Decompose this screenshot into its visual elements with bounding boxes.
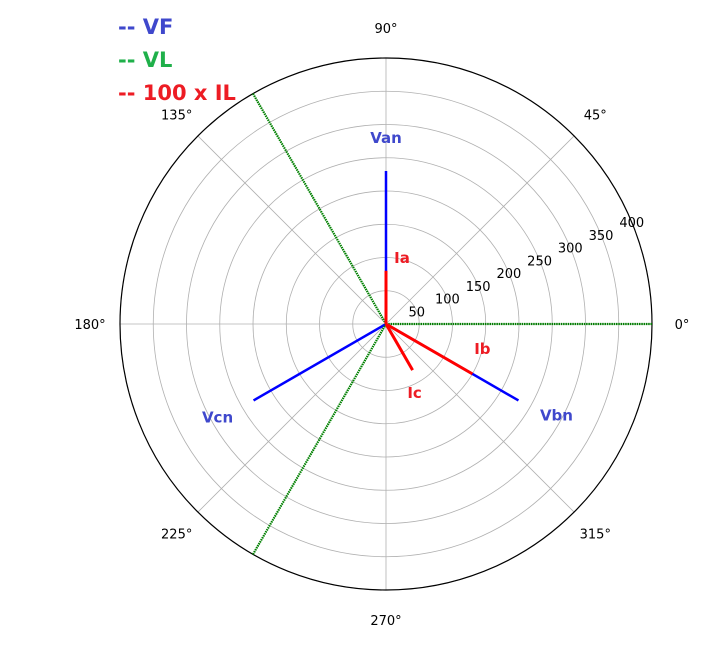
angular-gridline [385,323,575,513]
legend-il: -- 100 x IL [118,81,236,105]
legend-vl: -- VL [118,48,173,72]
radial-tick-label: 100 [435,293,460,308]
phasor-label-ia: Ia [394,249,410,267]
phasor-label-vcn: Vcn [202,408,233,426]
angle-tick-label: 180° [74,318,105,333]
angular-gridline [197,135,387,325]
radial-tick-label: 350 [589,229,614,244]
phasor-vf [252,322,387,402]
angle-tick-label: 45° [584,109,607,124]
radial-tick-label: 300 [558,242,583,257]
angle-tick-label: 90° [374,22,397,37]
phasor-vl [252,93,387,325]
phasor-label-van: Van [370,129,402,147]
angle-tick-label: 0° [675,318,690,333]
radial-tick-label: 400 [619,216,644,231]
angular-gridline [385,135,575,325]
radial-tick-label: 150 [466,280,491,295]
angle-tick-label: 135° [161,109,192,124]
radial-tick-label: 50 [408,305,425,320]
legend-vf: -- VF [118,15,174,39]
angle-tick-label: 270° [370,614,401,629]
radial-tick-label: 250 [527,254,552,269]
angular-gridline [197,323,387,513]
phasor-vl [252,323,387,555]
phasor-label-ib: Ib [474,340,491,358]
phasor-label-ic: Ic [407,384,421,402]
radial-tick-label: 200 [496,267,521,282]
angle-tick-label: 225° [161,527,192,542]
phasor-100xil [385,322,474,376]
phasor-label-vbn: Vbn [540,406,573,424]
phasor-100xil [384,323,414,371]
angle-tick-label: 315° [580,527,611,542]
